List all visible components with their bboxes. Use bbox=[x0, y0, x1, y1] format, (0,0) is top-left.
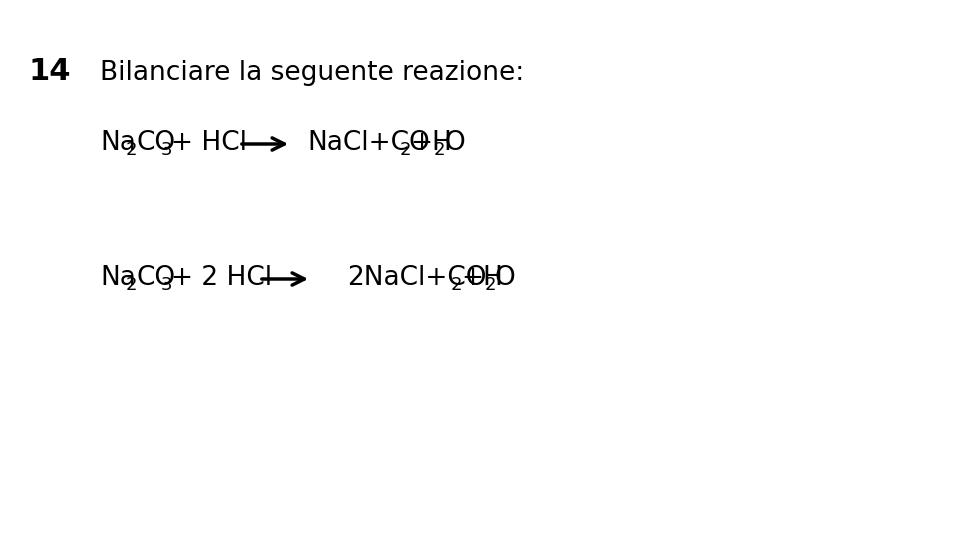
Text: 2: 2 bbox=[485, 276, 496, 294]
Text: O: O bbox=[444, 130, 465, 156]
Text: 14: 14 bbox=[28, 57, 70, 86]
Text: 3: 3 bbox=[161, 141, 173, 159]
Text: 2: 2 bbox=[451, 276, 463, 294]
Text: + 2 HCl: + 2 HCl bbox=[171, 265, 272, 291]
Text: Na: Na bbox=[100, 265, 136, 291]
Text: Bilanciare la seguente reazione:: Bilanciare la seguente reazione: bbox=[100, 60, 524, 86]
Text: O: O bbox=[495, 265, 516, 291]
Text: 2: 2 bbox=[434, 141, 445, 159]
Text: 2: 2 bbox=[400, 141, 412, 159]
Text: 2: 2 bbox=[126, 141, 137, 159]
Text: CO: CO bbox=[136, 130, 175, 156]
Text: NaCl+CO: NaCl+CO bbox=[307, 130, 430, 156]
Text: +H: +H bbox=[410, 130, 452, 156]
Text: + HCl: + HCl bbox=[171, 130, 247, 156]
Text: CO: CO bbox=[136, 265, 175, 291]
Text: Na: Na bbox=[100, 130, 136, 156]
Text: +H: +H bbox=[461, 265, 503, 291]
Text: 2: 2 bbox=[126, 276, 137, 294]
Text: 3: 3 bbox=[161, 276, 173, 294]
Text: 2NaCl+CO: 2NaCl+CO bbox=[347, 265, 487, 291]
